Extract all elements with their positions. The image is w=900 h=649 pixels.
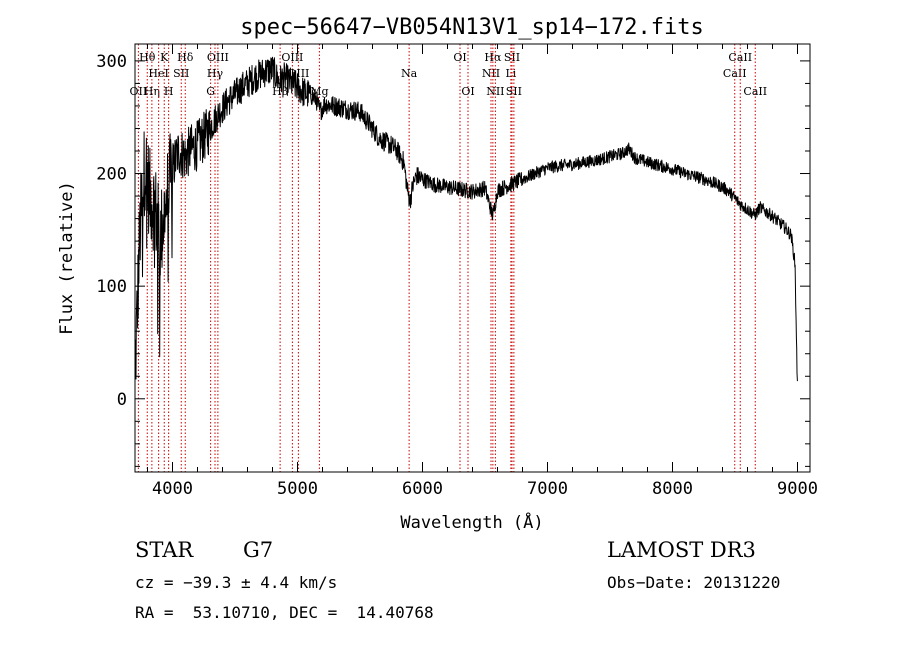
line-marker-label: H (164, 85, 174, 98)
sky-coordinates: RA = 53.10710, DEC = 14.40768 (135, 603, 434, 622)
spectrum-line (134, 56, 798, 382)
x-tick-label: 4000 (152, 479, 193, 499)
x-tick-label: 8000 (652, 479, 693, 499)
line-marker-label: CaII (743, 85, 767, 98)
plot-frame (134, 43, 811, 473)
line-marker-label: Li (505, 67, 516, 80)
line-marker-label: G (206, 85, 215, 98)
chart-title: spec−56647−VB054N13V1_sp14−172.fits (240, 15, 704, 40)
spectral-subclass: G7 (243, 538, 274, 562)
line-marker-label: CaII (728, 51, 752, 64)
object-class: STAR (135, 538, 194, 562)
line-marker-label: SII (504, 51, 520, 64)
line-marker-label: Hγ (207, 67, 224, 80)
line-marker-label: Hδ (177, 51, 194, 64)
line-marker-label: HeI (148, 67, 168, 80)
observation-date: Obs−Date: 20131220 (607, 573, 781, 592)
line-marker-label: NII (482, 67, 500, 80)
redshift-value: cz = −39.3 ± 4.4 km/s (135, 573, 338, 592)
line-marker-label: K (160, 51, 169, 64)
line-marker-label: Hα (484, 51, 502, 64)
line-marker-label: OII (130, 85, 148, 98)
line-marker-label: OI (453, 51, 466, 64)
x-axis-label: Wavelength (Å) (400, 511, 543, 533)
line-marker-label: CaII (723, 67, 747, 80)
line-marker-label: OI (461, 85, 474, 98)
line-marker-label: Hη (144, 85, 160, 98)
y-tick-label: 0 (117, 390, 127, 410)
spectrum-series (134, 56, 798, 382)
y-axis-label: Flux (relative) (57, 181, 77, 335)
x-tick-label: 9000 (777, 479, 818, 499)
line-marker-label: Hθ (139, 51, 156, 64)
y-tick-label: 200 (96, 165, 127, 185)
line-marker-label: Na (401, 67, 418, 80)
line-marker-label: OIII (207, 51, 229, 64)
y-tick-label: 300 (96, 52, 127, 72)
line-marker-label: SII (506, 85, 522, 98)
line-marker-label: SII (173, 67, 189, 80)
survey-name: LAMOST DR3 (607, 538, 756, 562)
y-tick-label: 100 (96, 277, 127, 297)
line-marker-label: Hβ (272, 85, 288, 98)
x-tick-label: 7000 (527, 479, 568, 499)
line-marker-label: NII (486, 85, 504, 98)
line-marker-label: OIII (281, 51, 303, 64)
x-tick-label: 5000 (277, 479, 318, 499)
x-tick-label: 6000 (402, 479, 443, 499)
axis-ticks: 4000 5000 6000 7000 8000 9000 0 100 200 300 (96, 44, 818, 499)
